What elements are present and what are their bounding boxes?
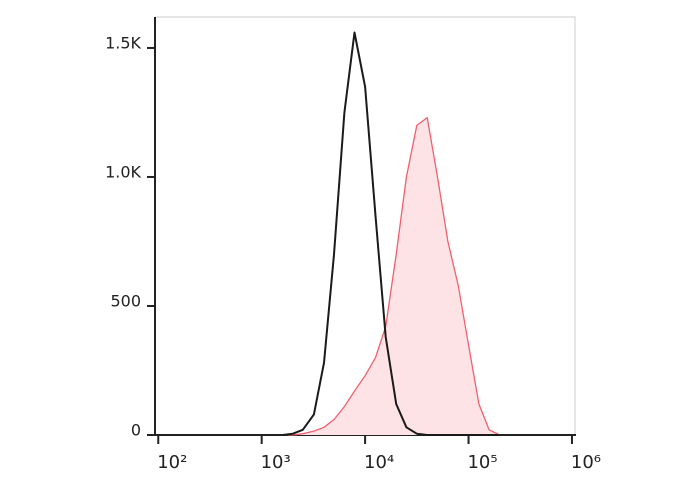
y-tick-label: 1.0K — [105, 162, 141, 181]
x-tick-label: 10² — [157, 452, 187, 473]
x-tick-label: 10⁴ — [364, 452, 394, 473]
plot-frame — [154, 16, 576, 436]
series-line — [282, 31, 500, 436]
x-tick-label: 10³ — [261, 452, 291, 473]
x-tick-label: 10⁵ — [467, 452, 497, 473]
series-area — [282, 117, 500, 435]
x-tick-label: 10⁶ — [571, 452, 601, 473]
y-tick-label: 0 — [131, 421, 141, 440]
y-tick-label: 500 — [110, 291, 141, 310]
series-line — [282, 116, 500, 436]
y-tick-label: 1.5K — [105, 33, 141, 52]
